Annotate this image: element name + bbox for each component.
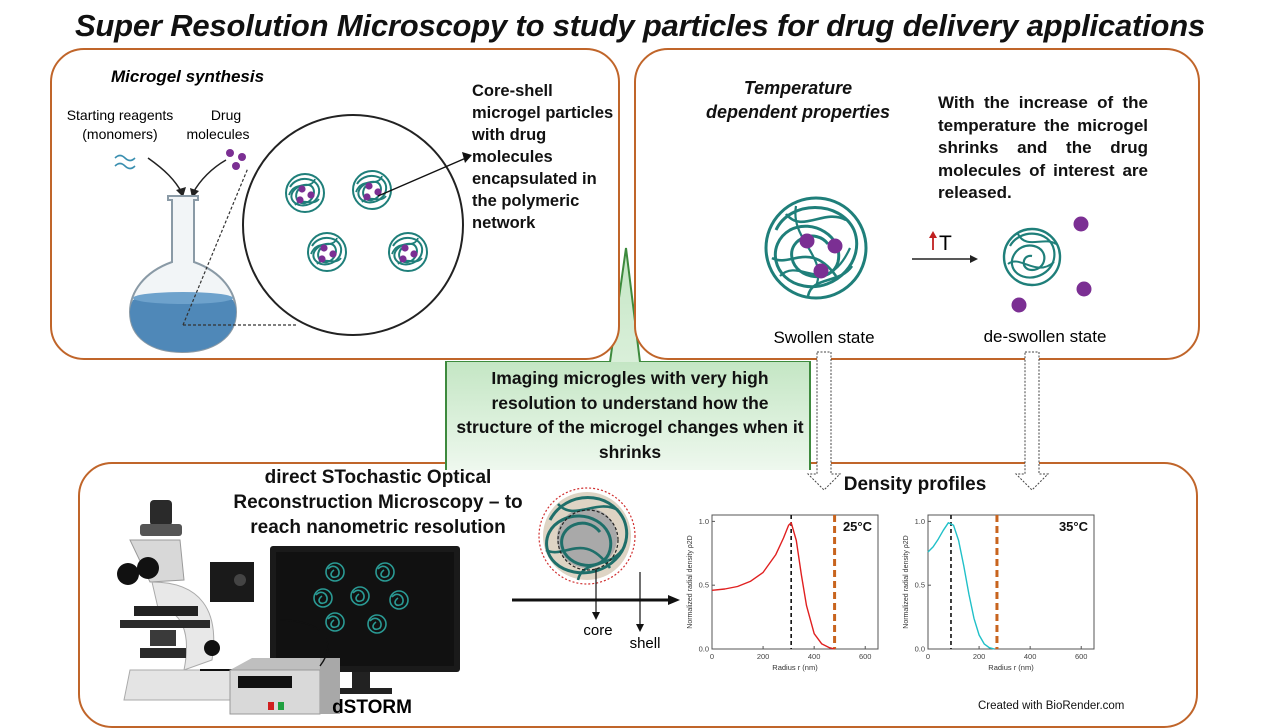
density-series-line [927,522,995,650]
x-tick-label: 0 [710,652,714,661]
x-tick-label: 400 [1024,652,1037,661]
y-axis-label: Normalized radial density ρ2D [687,535,694,628]
microgel-images [313,562,409,634]
x-tick-label: 200 [973,652,986,661]
density-chart-35c: 0 200 400 600 0.0 0.5 1.0 Radius r (nm) Normaliz… [903,514,1095,672]
callout-text: Imaging microgles with very high resolut… [456,368,804,462]
density-series-line [711,522,835,650]
deswollen-microgel [1002,216,1092,313]
flask-icon [128,195,238,354]
down-arrow-deswollen [1014,351,1050,491]
drug-label-2: molecules [186,126,249,142]
drug-label-1: Drug [211,107,241,123]
monitor-icon [270,546,460,694]
down-arrow-swollen [806,351,842,491]
deswollen-label: de-swollen state [984,327,1107,346]
synthesis-illustration: Microgel synthesis Starting reagents (mo… [67,67,472,354]
y-tick-label: 1.0 [699,517,709,526]
x-tick-label: 600 [859,652,872,661]
reagents-label-2: (monomers) [82,126,157,142]
drug-molecules-icon [226,149,246,170]
page-title: Super Resolution Microscopy to study par… [74,8,1206,43]
biorender-credit: Created with BioRender.com [978,700,1125,712]
temperature-heading-line2: dependent properties [705,102,891,122]
temperature-heading-line1: Temperature [743,78,853,98]
core-label: core [583,622,612,639]
temperature-description: With the increase of the temperature the… [938,93,1148,202]
dstorm-label: dSTORM [332,697,412,718]
core-shell-microgel [538,487,636,585]
density-heading: Density profiles [843,474,987,495]
y-tick-label: 0.0 [915,645,925,654]
core-shell-description: Core-shell microgel particles with drug … [472,82,614,232]
temperature-arrow-label: T [939,232,952,255]
temperature-annotation: 35°C [1059,519,1089,534]
y-tick-label: 0.0 [699,645,709,654]
temperature-annotation: 25°C [843,519,873,534]
zoom-circle [242,114,464,336]
temperature-heading: Temperature dependent properties [680,76,916,124]
swollen-microgel [764,196,868,300]
x-tick-label: 400 [808,652,821,661]
y-tick-label: 1.0 [915,517,925,526]
density-chart-25c: 0 200 400 600 0.0 0.5 1.0 Radius r (nm) Normaliz… [687,514,879,672]
temperature-panel [634,48,1200,360]
shell-label: shell [630,635,661,652]
y-axis-label: Normalized radial density ρ2D [903,535,910,628]
swollen-label: Swollen state [773,328,874,347]
x-tick-label: 200 [757,652,770,661]
x-tick-label: 600 [1075,652,1088,661]
y-tick-label: 0.5 [915,581,925,590]
control-box-icon [229,619,340,715]
temperature-illustration: Swollen state T de-swollen state [764,196,1107,347]
y-tick-label: 0.5 [699,581,709,590]
monomer-icon [114,154,136,170]
plot-frame [927,514,1095,650]
reagents-label-1: Starting reagents [67,107,174,123]
synthesis-heading: Microgel synthesis [111,67,264,86]
x-axis-label: Radius r (nm) [772,663,818,672]
x-axis-label: Radius r (nm) [988,663,1034,672]
dstorm-description: direct STochastic Optical Reconstruction… [233,467,523,538]
microscope-illustration: core shell dSTORM [117,487,680,718]
x-tick-label: 0 [926,652,930,661]
